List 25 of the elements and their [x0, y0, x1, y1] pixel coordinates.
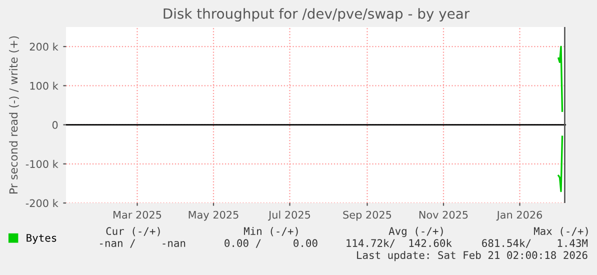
legend-label: Bytes [26, 234, 56, 244]
chart-title: Disk throughput for /dev/pve/swap - by year [164, 8, 470, 22]
text: Cur (-/+) [106, 227, 160, 236]
x-tick-label: Jul 2025 [268, 210, 310, 221]
x-tick-label: Sep 2025 [343, 210, 392, 221]
line-series [558, 46, 564, 112]
text: Max (-/+) [534, 227, 588, 236]
y-tick-label: -100 k [26, 160, 58, 168]
y-axis-title: Pr second read (-) / write (+) [9, 36, 19, 194]
y-tick-label: 200 k [30, 42, 58, 51]
text: 0.00 / 0.00 [224, 239, 318, 248]
text: 114.72k/ 142.60k [346, 238, 452, 248]
x-tick-label: Nov 2025 [419, 210, 468, 219]
text: 681.54k/ 1.43M [482, 238, 588, 248]
text: Avg (-/+) [388, 226, 443, 238]
x-tick-label: May 2025 [188, 210, 238, 221]
x-tick-label: Jan 2026 [496, 210, 542, 221]
y-tick-label: -200 k [26, 199, 58, 208]
y-tick-label: 100 k [30, 82, 58, 90]
line-series [558, 136, 564, 192]
text: Min (-/+) [244, 226, 298, 236]
y-tick-label: 0 [52, 121, 58, 129]
x-tick-label: Mar 2025 [114, 210, 162, 219]
text: Last update: Sat Feb 21 02:00:18 2026 [357, 250, 588, 262]
text: -nan / -nan [100, 239, 186, 248]
